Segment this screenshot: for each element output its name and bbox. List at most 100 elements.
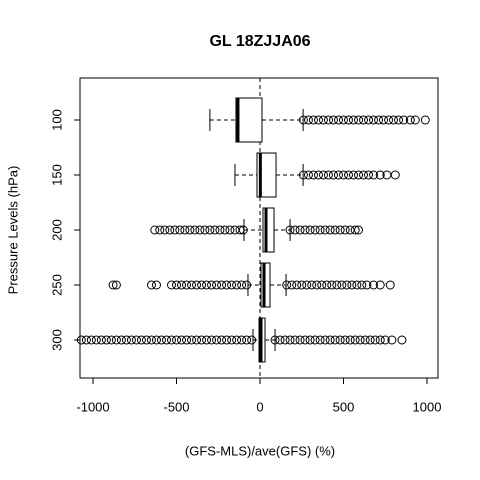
outlier — [285, 225, 295, 235]
outlier — [310, 335, 320, 345]
outlier — [150, 225, 160, 235]
outlier — [350, 225, 360, 235]
outlier — [323, 170, 333, 180]
outlier — [300, 335, 310, 345]
outlier — [177, 280, 187, 290]
outlier — [308, 170, 318, 180]
outlier — [167, 335, 177, 345]
outlier — [397, 335, 407, 345]
outlier — [315, 225, 325, 235]
outlier — [379, 115, 389, 125]
outlier — [325, 335, 335, 345]
outlier — [187, 280, 197, 290]
outlier — [344, 115, 353, 125]
outlier — [297, 280, 307, 290]
outlier — [182, 280, 192, 290]
outlier — [325, 225, 335, 235]
outlier — [394, 115, 404, 125]
outlier — [350, 335, 360, 345]
outlier — [217, 280, 227, 290]
outlier — [111, 280, 121, 290]
outlier — [177, 335, 187, 345]
outlier — [352, 280, 362, 290]
outlier — [307, 280, 317, 290]
outlier — [354, 115, 364, 125]
outlier — [155, 225, 165, 235]
box — [260, 262, 271, 308]
outlier — [237, 280, 247, 290]
outlier — [290, 335, 300, 345]
x-tick-label: 1000 — [413, 399, 442, 414]
outlier — [375, 335, 385, 345]
outlier — [349, 170, 359, 180]
outlier — [190, 225, 200, 235]
outlier — [308, 115, 318, 125]
outlier — [242, 335, 252, 345]
outlier — [335, 225, 345, 235]
outlier — [220, 225, 230, 235]
outlier — [227, 335, 237, 345]
outlier — [210, 225, 220, 235]
outlier — [335, 335, 345, 345]
outlier — [384, 115, 394, 125]
outlier — [225, 225, 235, 235]
outlier — [96, 335, 106, 345]
outlier — [200, 225, 210, 235]
outlier — [187, 335, 197, 345]
outlier — [295, 335, 305, 345]
x-tick-label: 500 — [333, 399, 355, 414]
outlier — [305, 335, 315, 345]
y-tick-label: 150 — [49, 164, 64, 186]
outlier — [338, 170, 348, 180]
outlier — [160, 225, 170, 235]
x-tick-label: -500 — [163, 399, 189, 414]
outlier — [195, 225, 205, 235]
outlier — [313, 170, 323, 180]
outlier — [141, 335, 151, 345]
outlier — [420, 115, 430, 125]
outlier — [270, 335, 280, 345]
outlier — [136, 335, 146, 345]
outlier — [212, 335, 222, 345]
outlier — [237, 335, 247, 345]
outlier — [101, 335, 111, 345]
outlier — [399, 115, 409, 125]
outlier — [330, 335, 340, 345]
outlier — [355, 335, 365, 345]
outlier — [175, 225, 185, 235]
outlier — [340, 225, 350, 235]
outlier — [313, 115, 323, 125]
outlier — [337, 280, 347, 290]
outlier — [359, 115, 369, 125]
outlier — [345, 335, 355, 345]
outlier — [280, 335, 290, 345]
outlier — [292, 280, 302, 290]
outlier — [202, 335, 212, 345]
outlier — [217, 335, 227, 345]
outlier — [359, 170, 369, 180]
outlier — [121, 335, 131, 345]
outlier — [232, 280, 242, 290]
y-tick-label: 100 — [49, 109, 64, 131]
outlier — [165, 225, 175, 235]
x-tick-label: 0 — [256, 399, 263, 414]
outlier — [333, 115, 343, 125]
outlier — [389, 115, 399, 125]
outlier — [298, 115, 308, 125]
outlier — [197, 335, 207, 345]
outlier — [327, 280, 337, 290]
outlier — [232, 335, 242, 345]
chart-title: GL 18ZJJA06 — [209, 33, 310, 50]
outlier — [365, 335, 375, 345]
plot-frame — [79, 77, 439, 379]
outlier — [344, 170, 353, 180]
outlier — [312, 280, 322, 290]
outlier — [390, 170, 400, 180]
outlier — [342, 280, 352, 290]
outlier — [247, 335, 257, 345]
outlier — [151, 280, 161, 290]
outlier — [182, 335, 192, 345]
outlier — [192, 335, 202, 345]
